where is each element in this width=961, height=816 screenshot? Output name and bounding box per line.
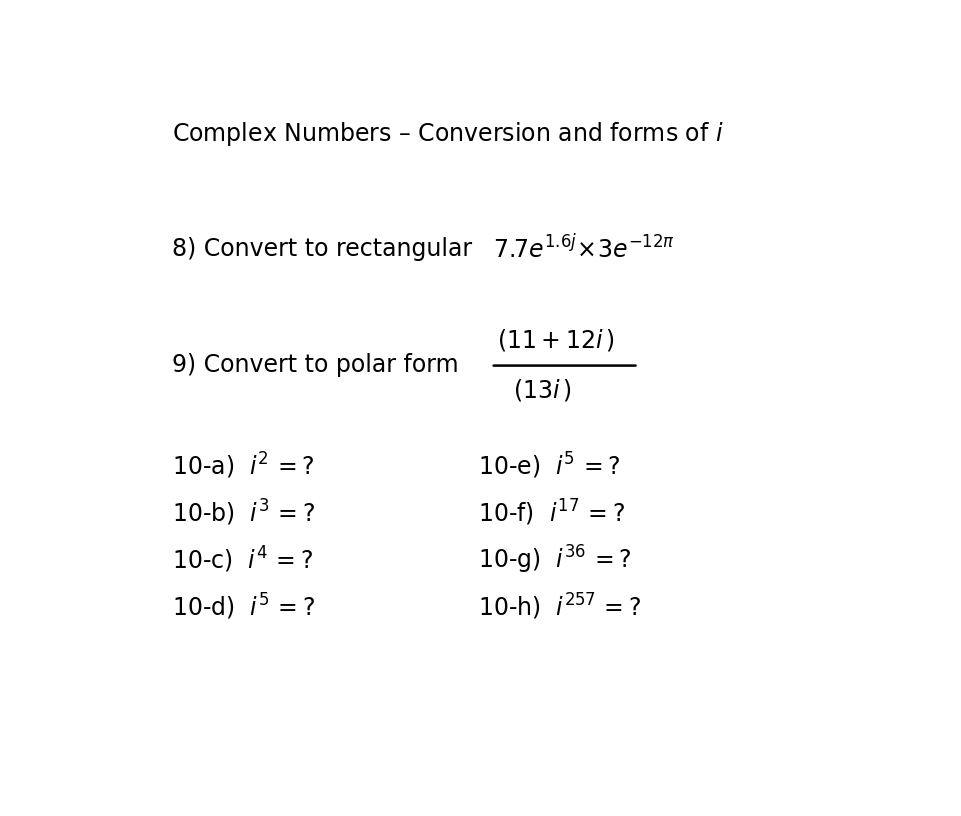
Text: 10-e)  $i^{5}\, =?$: 10-e) $i^{5}\, =?$ <box>478 450 620 481</box>
Text: $7.7e^{1.6j}\!\times\!3e^{-12\pi}$: $7.7e^{1.6j}\!\times\!3e^{-12\pi}$ <box>492 234 675 263</box>
Text: $(13i\,)$: $(13i\,)$ <box>512 377 572 403</box>
Text: 10-d)  $i^{5}\, =?$: 10-d) $i^{5}\, =?$ <box>172 592 315 622</box>
Text: 10-g)  $i^{36}\, =?$: 10-g) $i^{36}\, =?$ <box>478 543 631 576</box>
Text: $(11 + 12i\,)$: $(11 + 12i\,)$ <box>496 327 614 353</box>
Text: 10-b)  $i^{3}\, =?$: 10-b) $i^{3}\, =?$ <box>172 498 315 528</box>
Text: 8) Convert to rectangular: 8) Convert to rectangular <box>172 237 472 261</box>
Text: 10-f)  $i^{17}\, =?$: 10-f) $i^{17}\, =?$ <box>478 498 625 528</box>
Text: Complex Numbers – Conversion and forms of $i$: Complex Numbers – Conversion and forms o… <box>172 120 724 148</box>
Text: 10-a)  $i^{2}\, =?$: 10-a) $i^{2}\, =?$ <box>172 450 315 481</box>
Text: 9) Convert to polar form: 9) Convert to polar form <box>172 353 458 377</box>
Text: 10-c)  $i^{4}\, =?$: 10-c) $i^{4}\, =?$ <box>172 544 313 574</box>
Text: 10-h)  $i^{257}\, =?$: 10-h) $i^{257}\, =?$ <box>478 592 640 622</box>
